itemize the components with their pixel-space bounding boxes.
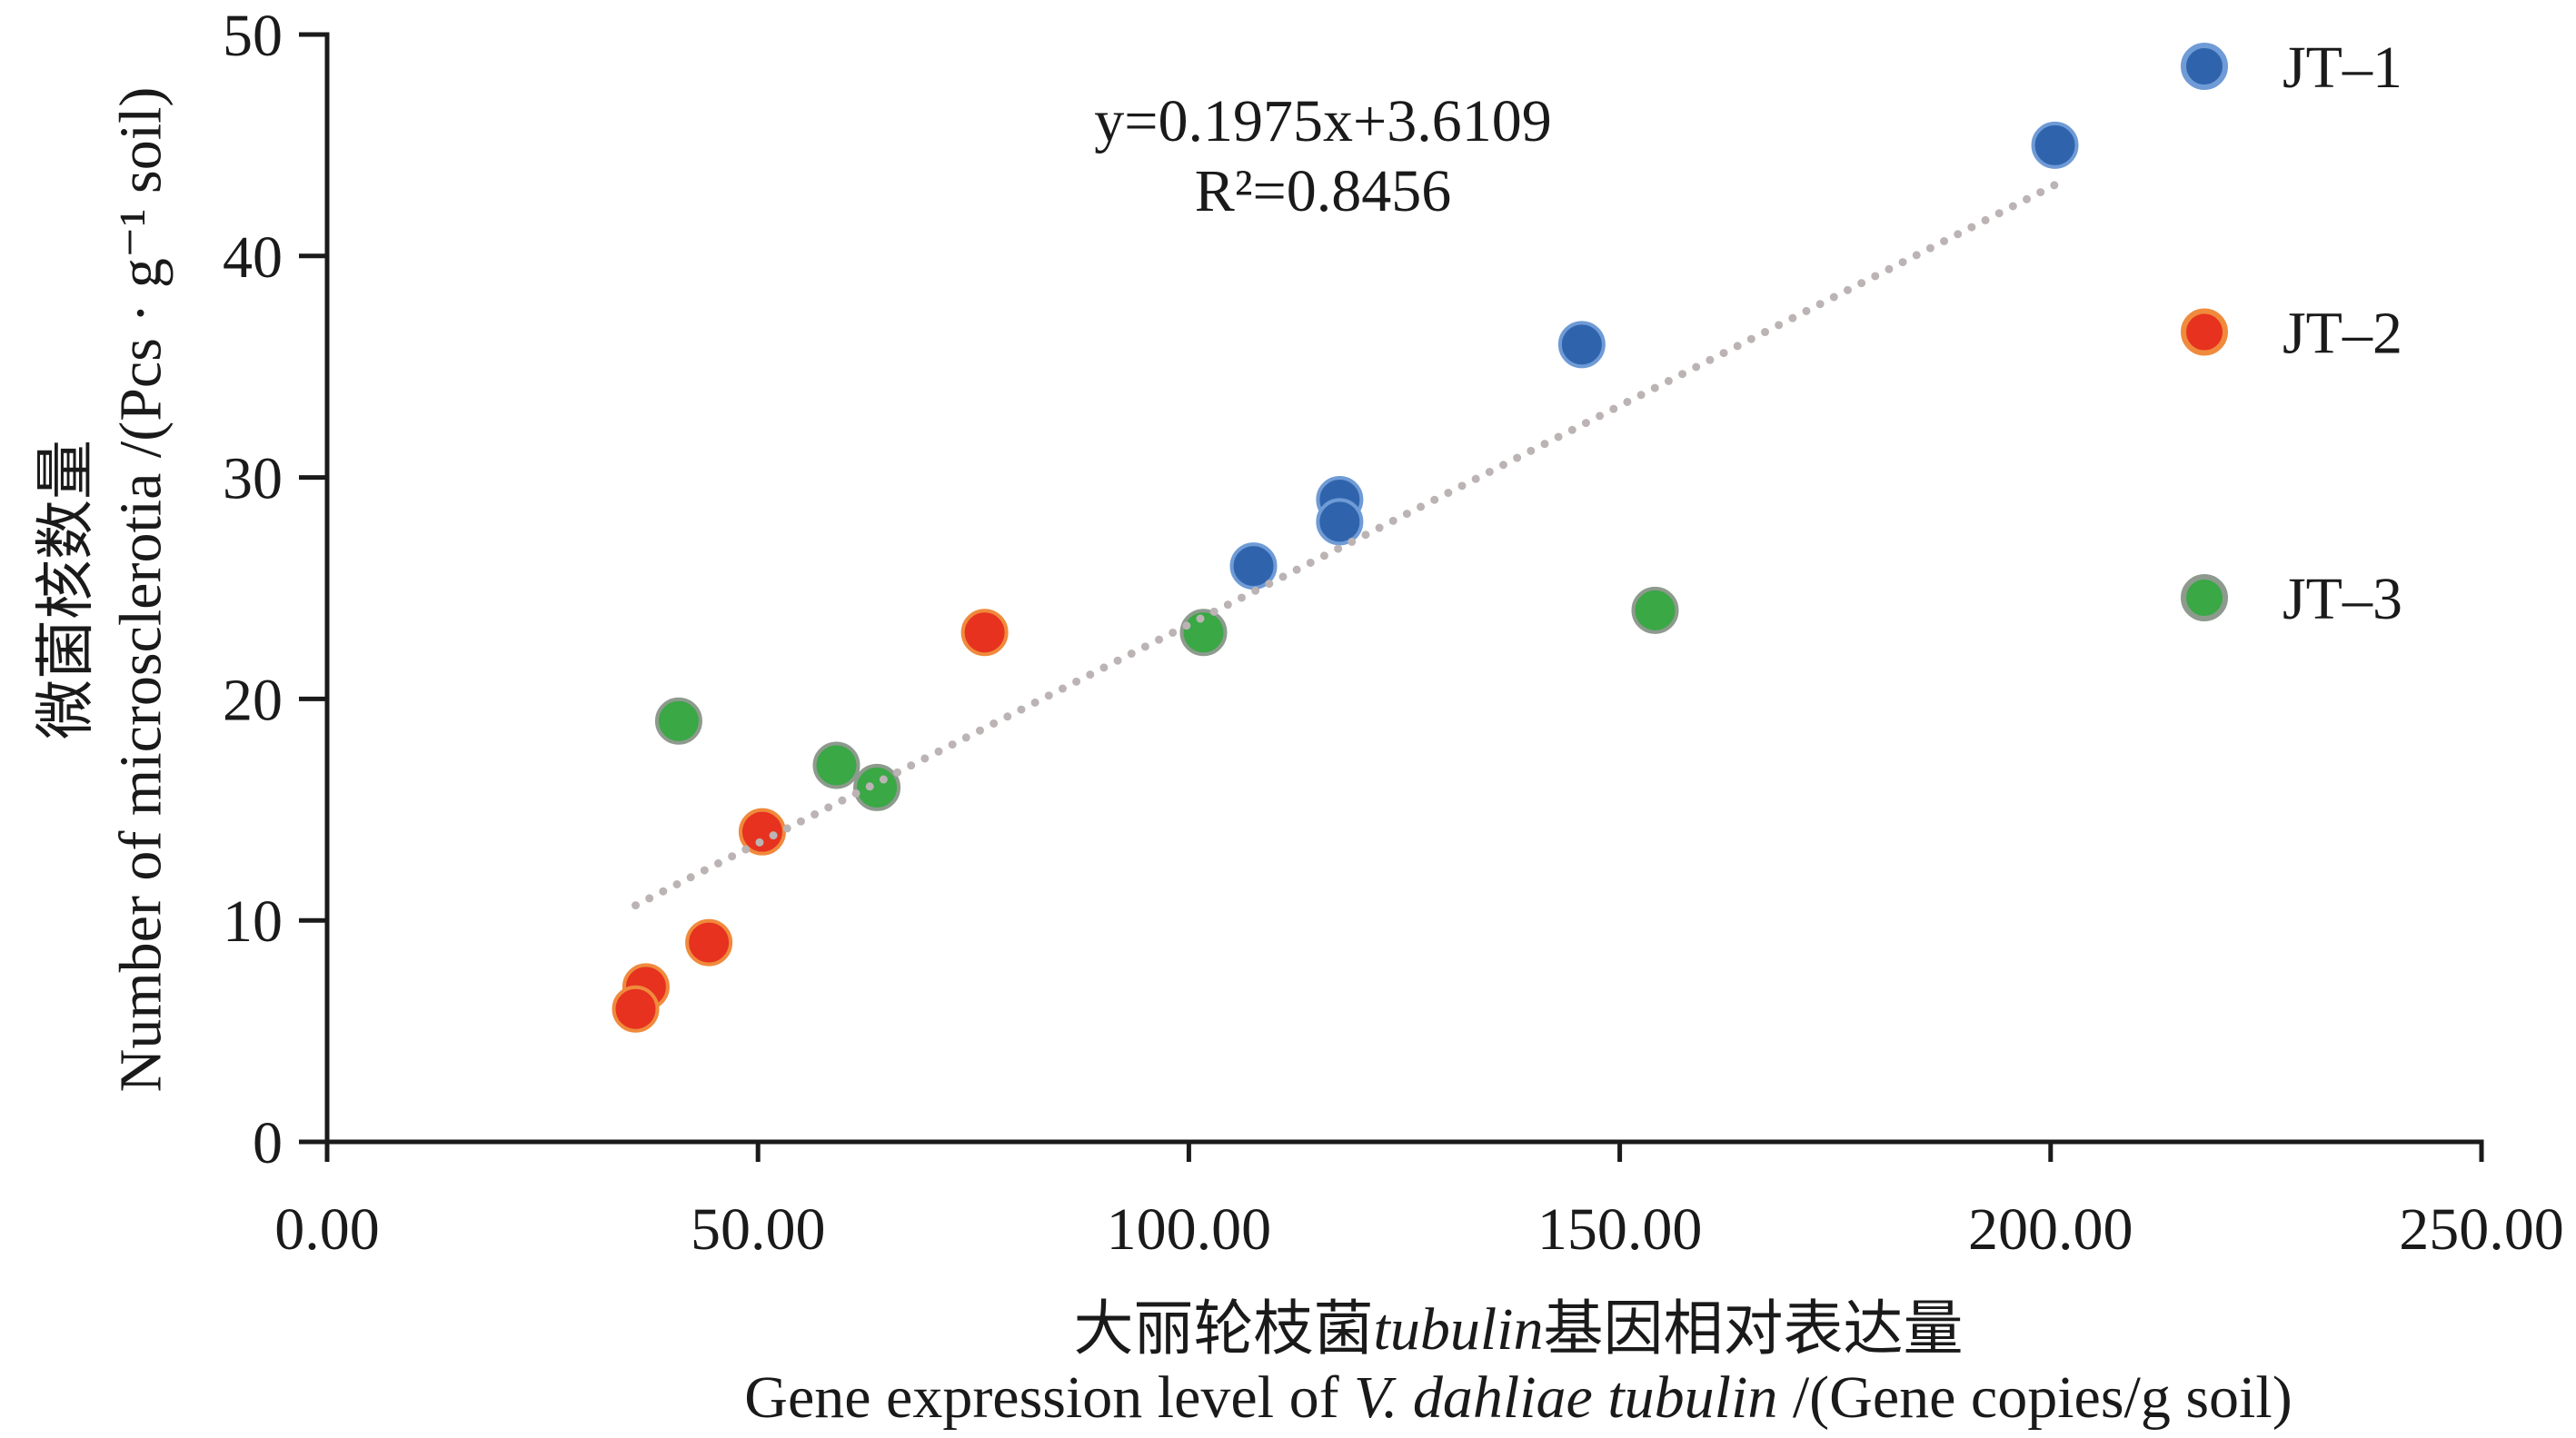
axes xyxy=(324,32,2484,1145)
x-axis-title-en: Gene expression level of V. dahliae tubu… xyxy=(744,1364,2292,1431)
y-tick-label: 50 xyxy=(223,3,283,69)
legend-item-jt-2: JT–2 xyxy=(2181,301,2402,367)
legend-item-jt-3: JT–3 xyxy=(2181,566,2402,632)
x-tick-label: 0.00 xyxy=(274,1196,380,1263)
y-tick-label: 10 xyxy=(223,888,283,955)
x-axis-title-cn-part-1: 大丽轮枝菌 xyxy=(1073,1296,1373,1363)
series-jt-3 xyxy=(654,586,1679,811)
y-tick-label: 0 xyxy=(253,1110,283,1176)
x-axis-title-en-unit: /(Gene copies/g soil) xyxy=(1777,1364,2292,1431)
data-point-jt-3 xyxy=(1631,586,1679,634)
x-axis-title-en-species: V. dahliae tubulin xyxy=(1354,1364,1777,1431)
legend: JT–1 JT–2 JT–3 xyxy=(2181,35,2402,632)
x-axis-title-cn: 大丽轮枝菌tubulin基因相对表达量 xyxy=(1073,1296,1963,1363)
data-point-jt-1 xyxy=(2031,121,2079,169)
x-tick-label: 200.00 xyxy=(1968,1196,2133,1263)
legend-marker xyxy=(2181,308,2228,356)
x-tick-label: 150.00 xyxy=(1537,1196,1703,1263)
legend-item-jt-1: JT–1 xyxy=(2181,35,2402,101)
y-tick-label: 40 xyxy=(223,224,283,291)
y-axis-title-en: Number of microsclerotia /(Pcs · g⁻¹ soi… xyxy=(108,87,174,1093)
y-tick-label: 30 xyxy=(223,446,283,512)
trendline-r-squared: R²=0.8456 xyxy=(1195,158,1452,224)
data-point-jt-2 xyxy=(612,985,660,1033)
data-point-jt-3 xyxy=(853,763,901,811)
y-tick-label: 20 xyxy=(223,667,283,733)
legend-marker xyxy=(2181,43,2228,90)
data-point-jt-2 xyxy=(960,609,1009,657)
series-jt-2 xyxy=(612,609,1009,1033)
x-axis-title-cn-part-2: 基因相对表达量 xyxy=(1544,1296,1964,1363)
series-jt-1 xyxy=(1229,121,2079,590)
data-point-jt-3 xyxy=(812,741,860,789)
x-axis-ticks: 0.00 50.00 100.00 150.00 200.00 250.00 xyxy=(274,1142,2564,1263)
data-points xyxy=(612,121,2079,1033)
data-point-jt-3 xyxy=(1179,609,1228,657)
trendline xyxy=(632,181,2060,910)
y-axis-title-cn: 微菌核数量 xyxy=(34,440,100,739)
x-tick-label: 50.00 xyxy=(691,1196,826,1263)
x-tick-label: 100.00 xyxy=(1107,1196,1272,1263)
data-point-jt-3 xyxy=(654,697,702,745)
x-tick-label: 250.00 xyxy=(2399,1196,2564,1263)
data-point-jt-1 xyxy=(1316,498,1364,546)
data-point-jt-2 xyxy=(685,918,733,967)
x-axis-title-en-part-1: Gene expression level of xyxy=(744,1364,1354,1431)
x-axis-title-cn-gene-name: tubulin xyxy=(1373,1296,1543,1363)
legend-marker xyxy=(2181,574,2228,621)
trendline-equation: y=0.1975x+3.6109 xyxy=(1094,88,1551,154)
legend-label: JT–1 xyxy=(2283,35,2402,101)
data-point-jt-1 xyxy=(1557,321,1606,369)
legend-label: JT–3 xyxy=(2283,566,2402,632)
data-point-jt-2 xyxy=(738,808,786,856)
y-axis-ticks: 0 10 20 30 40 50 xyxy=(223,3,327,1176)
trendline-group xyxy=(632,181,2060,910)
legend-label: JT–2 xyxy=(2283,301,2402,367)
